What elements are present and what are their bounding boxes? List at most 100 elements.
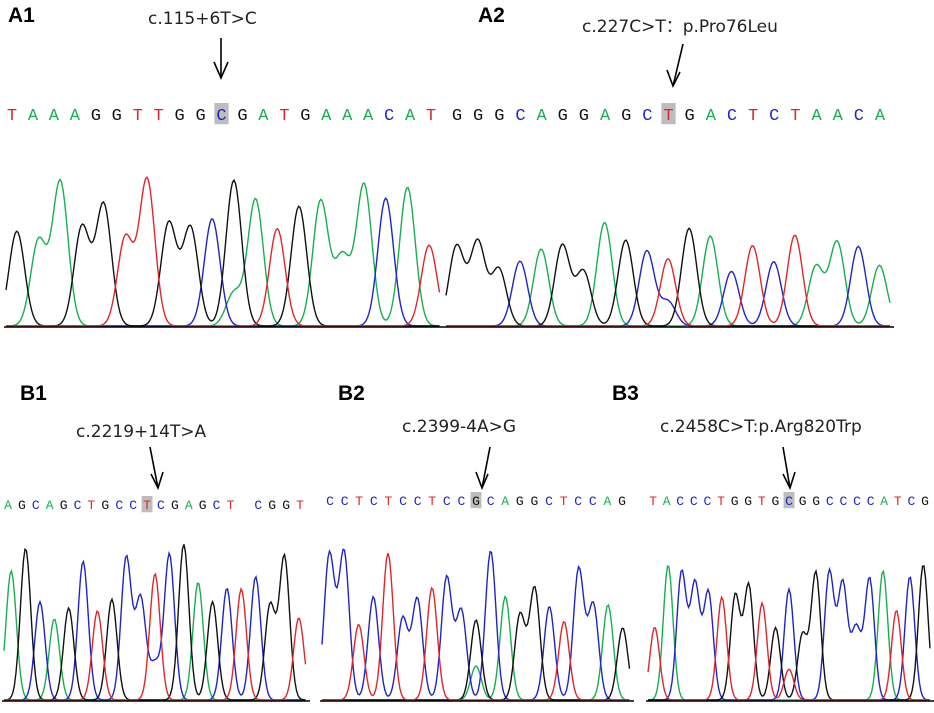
base-letter: T [384, 494, 392, 509]
base-letter: C [867, 494, 875, 509]
base-letter: C [74, 498, 82, 513]
base-letter: G [530, 494, 538, 509]
base-letter: C [443, 494, 451, 509]
base-letter: A [342, 107, 353, 126]
base-letter: G [744, 494, 752, 509]
base-letter: G [799, 494, 807, 509]
base-letter: C [399, 494, 407, 509]
base-letter: A [833, 107, 844, 126]
base-letter: C [545, 494, 553, 509]
trace-line-t [6, 175, 441, 327]
panel-label-b2: B2 [338, 382, 365, 405]
base-letter: C [326, 494, 334, 509]
panel-label-a1: A1 [8, 4, 35, 27]
base-letter: T [428, 494, 436, 509]
arrow-a2 [666, 43, 684, 88]
variant-annotation-b1: c.2219+14T>A [76, 422, 207, 442]
base-letter: G [579, 107, 589, 126]
base-letter: C [839, 494, 847, 509]
trace-line-g [445, 227, 890, 327]
base-letter: T [133, 107, 143, 126]
base-letter: C [115, 498, 123, 513]
base-letter: C [785, 494, 793, 509]
variant-highlight [783, 492, 795, 509]
chromatogram-a1 [4, 175, 444, 328]
base-letter: G [171, 498, 179, 513]
base-letter: C [727, 107, 737, 126]
base-letter: A [875, 107, 886, 126]
base-letter: G [618, 494, 626, 509]
variant-highlight [470, 492, 482, 509]
base-letter: T [355, 494, 363, 509]
variant-highlight [661, 103, 676, 125]
base-letter: C [676, 494, 684, 509]
base-letter: T [227, 498, 235, 513]
base-letter: C [574, 494, 582, 509]
variant-annotation-a1: c.115+6T>C [148, 9, 257, 29]
trace-line-t [322, 552, 630, 701]
base-letter: G [60, 498, 68, 513]
base-letter: T [279, 107, 289, 126]
base-letter: T [758, 494, 766, 509]
base-letter: T [154, 107, 164, 126]
base-letter: C [854, 107, 864, 126]
trace-line-t [446, 234, 890, 327]
base-letter: C [642, 107, 652, 126]
base-letter: C [907, 494, 915, 509]
base-letter: G [18, 498, 26, 513]
base-letter: C [216, 107, 226, 126]
base-letter: G [91, 107, 101, 126]
base-letter: T [88, 498, 96, 513]
base-letter: A [28, 107, 39, 126]
panel-label-a2: A2 [478, 4, 505, 27]
chromatogram-a2 [444, 221, 894, 328]
base-letter: G [237, 107, 247, 126]
base-letter: G [685, 107, 695, 126]
base-letter: C [384, 107, 394, 126]
arrow-a1 [213, 38, 229, 80]
base-letter: A [258, 107, 269, 126]
base-letter: A [185, 498, 193, 513]
base-letter: A [600, 107, 611, 126]
base-letter: A [706, 107, 717, 126]
base-letter: C [487, 494, 495, 509]
variant-annotation-b3: c.2458C>T:p.Arg820Trp [660, 417, 862, 437]
base-letter: G [174, 107, 184, 126]
base-letter: C [414, 494, 422, 509]
base-letter: G [268, 498, 276, 513]
base-letter: C [515, 107, 525, 126]
chromatogram-b2 [320, 548, 634, 702]
base-letter: A [363, 107, 374, 126]
base-letter: C [370, 494, 378, 509]
base-letter: A [603, 494, 611, 509]
trace-line-g [5, 178, 440, 327]
base-letter: G [494, 107, 504, 126]
chromatogram-b3 [646, 565, 934, 702]
base-letter: A [4, 498, 12, 513]
base-letter: G [199, 498, 207, 513]
base-letter: G [101, 498, 109, 513]
base-letter: T [717, 494, 725, 509]
base-letter: G [452, 107, 462, 126]
base-letter: T [649, 494, 657, 509]
base-letter: T [790, 107, 800, 126]
base-letter: A [46, 498, 54, 513]
base-letter: T [143, 498, 151, 513]
base-letter: A [405, 107, 416, 126]
base-letter: A [880, 494, 888, 509]
arrow-b1 [149, 446, 164, 491]
base-letter: C [690, 494, 698, 509]
base-letter: G [921, 494, 929, 509]
base-letter: A [70, 107, 81, 126]
variant-highlight [214, 103, 229, 125]
base-letter: G [516, 494, 524, 509]
trace-line-a [6, 178, 440, 327]
trace-line-t [4, 572, 307, 701]
base-letter: A [321, 107, 332, 126]
variant-highlight [141, 496, 153, 513]
trace-line-g [3, 544, 306, 701]
base-letter: G [558, 107, 568, 126]
